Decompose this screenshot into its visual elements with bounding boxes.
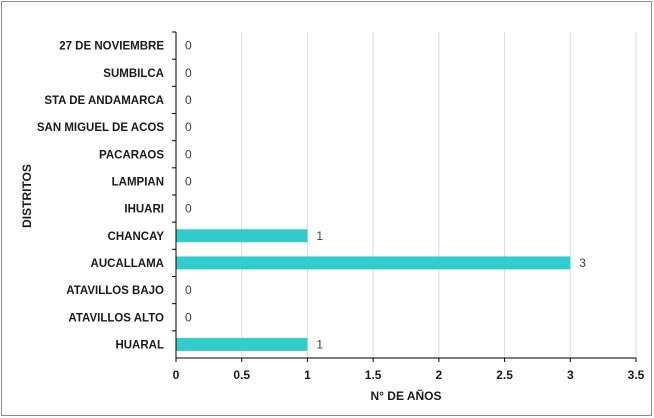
x-tick-label: 3: [567, 368, 574, 382]
labels: 0 0.5 1 1.5 2 2.5 3 3.5 27 DE NOVIEMBRE 0 SUMBILCA…: [37, 39, 645, 382]
data-label: 0: [185, 283, 192, 297]
data-label: 0: [185, 66, 192, 80]
category-label: SAN MIGUEL DE ACOS: [37, 122, 164, 134]
x-axis-title: N° DE AÑOS: [370, 388, 441, 403]
category-label: ATAVILLOS BAJO: [66, 285, 164, 297]
x-tick-label: 2: [436, 368, 443, 382]
category-label: SUMBILCA: [103, 68, 164, 80]
data-label: 0: [185, 147, 192, 161]
category-label: STA DE ANDAMARCA: [44, 95, 164, 107]
x-tick-label: 2.5: [496, 368, 513, 382]
x-tick-label: 1.5: [365, 368, 382, 382]
data-label: 1: [316, 229, 323, 243]
data-label: 0: [185, 120, 192, 134]
bar: [176, 229, 308, 243]
category-label: CHANCAY: [108, 231, 165, 243]
data-label: 0: [185, 93, 192, 107]
x-tick-label: 1: [304, 368, 311, 382]
y-axis-title: DISTRITOS: [20, 164, 34, 228]
category-label: PACARAOS: [99, 149, 164, 161]
data-label: 1: [316, 337, 323, 351]
axes: [172, 31, 637, 362]
data-label: 0: [185, 174, 192, 188]
x-tick-label: 0: [173, 368, 180, 382]
data-label: 0: [185, 39, 192, 53]
data-label: 3: [579, 256, 586, 270]
category-label: HUARAL: [115, 339, 164, 351]
data-label: 0: [185, 310, 192, 324]
category-label: ATAVILLOS ALTO: [68, 312, 164, 324]
category-label: AUCALLAMA: [91, 258, 164, 270]
bar: [176, 337, 308, 351]
x-tick-label: 0.5: [233, 368, 250, 382]
gridlines: [241, 32, 637, 358]
bar: [176, 256, 571, 270]
x-tick-label: 3.5: [628, 368, 645, 382]
category-label: 27 DE NOVIEMBRE: [59, 41, 164, 53]
category-label: LAMPIAN: [112, 176, 164, 188]
bars: [176, 229, 571, 351]
category-label: IHUARI: [124, 204, 164, 216]
data-label: 0: [185, 202, 192, 216]
